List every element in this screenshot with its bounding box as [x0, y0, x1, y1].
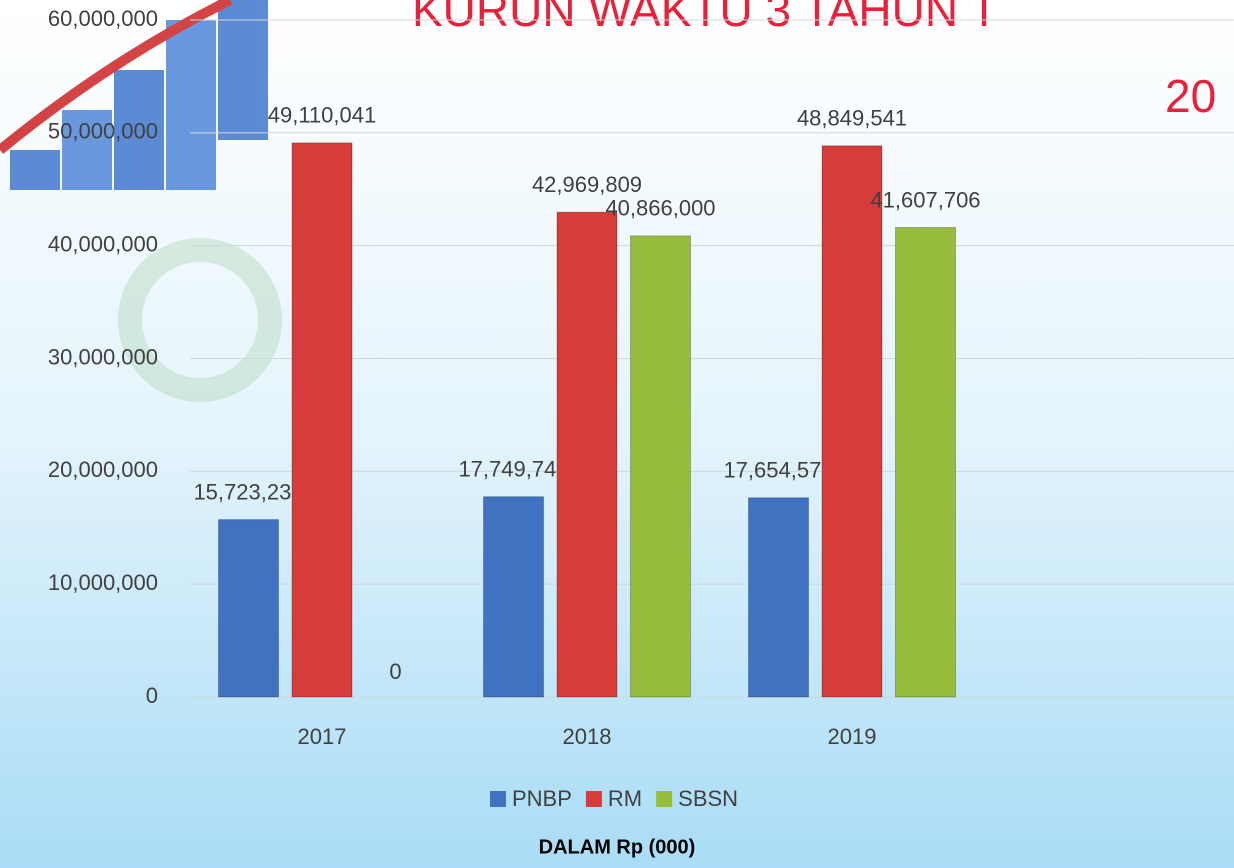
- x-axis-label: DALAM Rp (000): [539, 836, 696, 858]
- x-tick-label: 2018: [563, 724, 612, 749]
- data-label: 15,723,230: [193, 479, 303, 504]
- chart-title: 20: [1165, 70, 1216, 122]
- legend-swatch: [656, 791, 673, 807]
- data-label: 17,749,749: [458, 457, 568, 482]
- decoration: [0, 0, 282, 402]
- data-label: 0: [389, 659, 401, 684]
- bar: [483, 496, 544, 698]
- legend-label: PNBP: [512, 786, 572, 811]
- y-tick-label: 50,000,000: [48, 119, 158, 144]
- y-tick-label: 60,000,000: [48, 6, 158, 31]
- x-tick-label: 2017: [298, 724, 347, 749]
- bar: [895, 227, 956, 698]
- y-tick-label: 0: [146, 683, 158, 708]
- legend-label: SBSN: [678, 786, 738, 811]
- data-label: 17,654,571: [723, 458, 833, 483]
- y-tick-label: 20,000,000: [48, 457, 158, 482]
- legend-swatch: [585, 791, 602, 807]
- data-label: 40,866,000: [605, 196, 715, 221]
- bar: [748, 497, 809, 698]
- x-tick-label: 2019: [828, 724, 877, 749]
- bar: [291, 142, 353, 698]
- legend-swatch: [490, 791, 506, 807]
- y-tick-label: 40,000,000: [48, 231, 158, 256]
- bar: [218, 519, 279, 698]
- y-tick-label: 30,000,000: [48, 344, 158, 369]
- y-tick-label: 10,000,000: [48, 570, 158, 595]
- legend-label: RM: [608, 786, 642, 811]
- data-label: 41,607,706: [870, 187, 980, 212]
- chart-title: KURUN WAKTU 3 TAHUN T: [412, 0, 998, 36]
- data-label: 49,110,041: [268, 103, 376, 128]
- data-label: 48,849,541: [797, 106, 907, 131]
- data-label: 42,969,809: [532, 172, 642, 197]
- bar: [821, 145, 883, 698]
- bar: [630, 235, 691, 698]
- bar: [556, 211, 618, 698]
